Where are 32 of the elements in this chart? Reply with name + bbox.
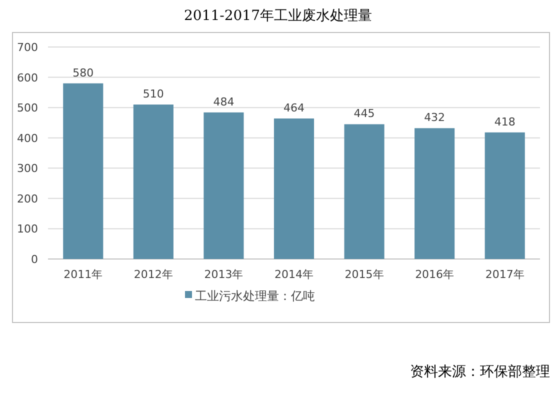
data-label: 510	[142, 88, 164, 101]
y-tick-label: 500	[17, 102, 38, 115]
y-tick-label: 700	[17, 41, 38, 54]
x-tick-label: 2015年	[344, 268, 384, 281]
data-label: 484	[213, 95, 234, 108]
bar	[204, 112, 244, 259]
bar	[414, 128, 455, 259]
legend-label: 工业污水处理量：亿吨	[195, 289, 315, 303]
x-tick-label: 2016年	[415, 268, 454, 281]
bar	[344, 124, 384, 259]
bar	[63, 83, 104, 259]
x-tick-label: 2012年	[134, 268, 173, 281]
data-label: 418	[494, 115, 516, 128]
text: 资料来源：环保部整理	[410, 364, 550, 380]
x-tick-label: 2013年	[204, 268, 244, 281]
x-tick-label: 2011年	[64, 268, 103, 281]
x-tick-label: 2017年	[485, 268, 524, 281]
data-label: 464	[284, 101, 304, 114]
y-tick-label: 300	[17, 162, 38, 176]
y-tick-label: 600	[17, 71, 38, 84]
chart-title: 2011-2017年工业废水处理量	[184, 8, 372, 24]
bar	[484, 132, 525, 259]
data-label: 445	[354, 107, 375, 120]
x-tick-label: 2014年	[274, 268, 314, 281]
data-label: 432	[424, 111, 446, 124]
data-label: 580	[72, 66, 94, 80]
bar	[274, 118, 314, 259]
y-tick-label: 100	[17, 222, 38, 236]
y-tick-label: 200	[17, 192, 38, 206]
y-tick-label: 0	[31, 253, 38, 266]
y-tick-label: 400	[17, 132, 38, 145]
bar	[133, 104, 174, 259]
